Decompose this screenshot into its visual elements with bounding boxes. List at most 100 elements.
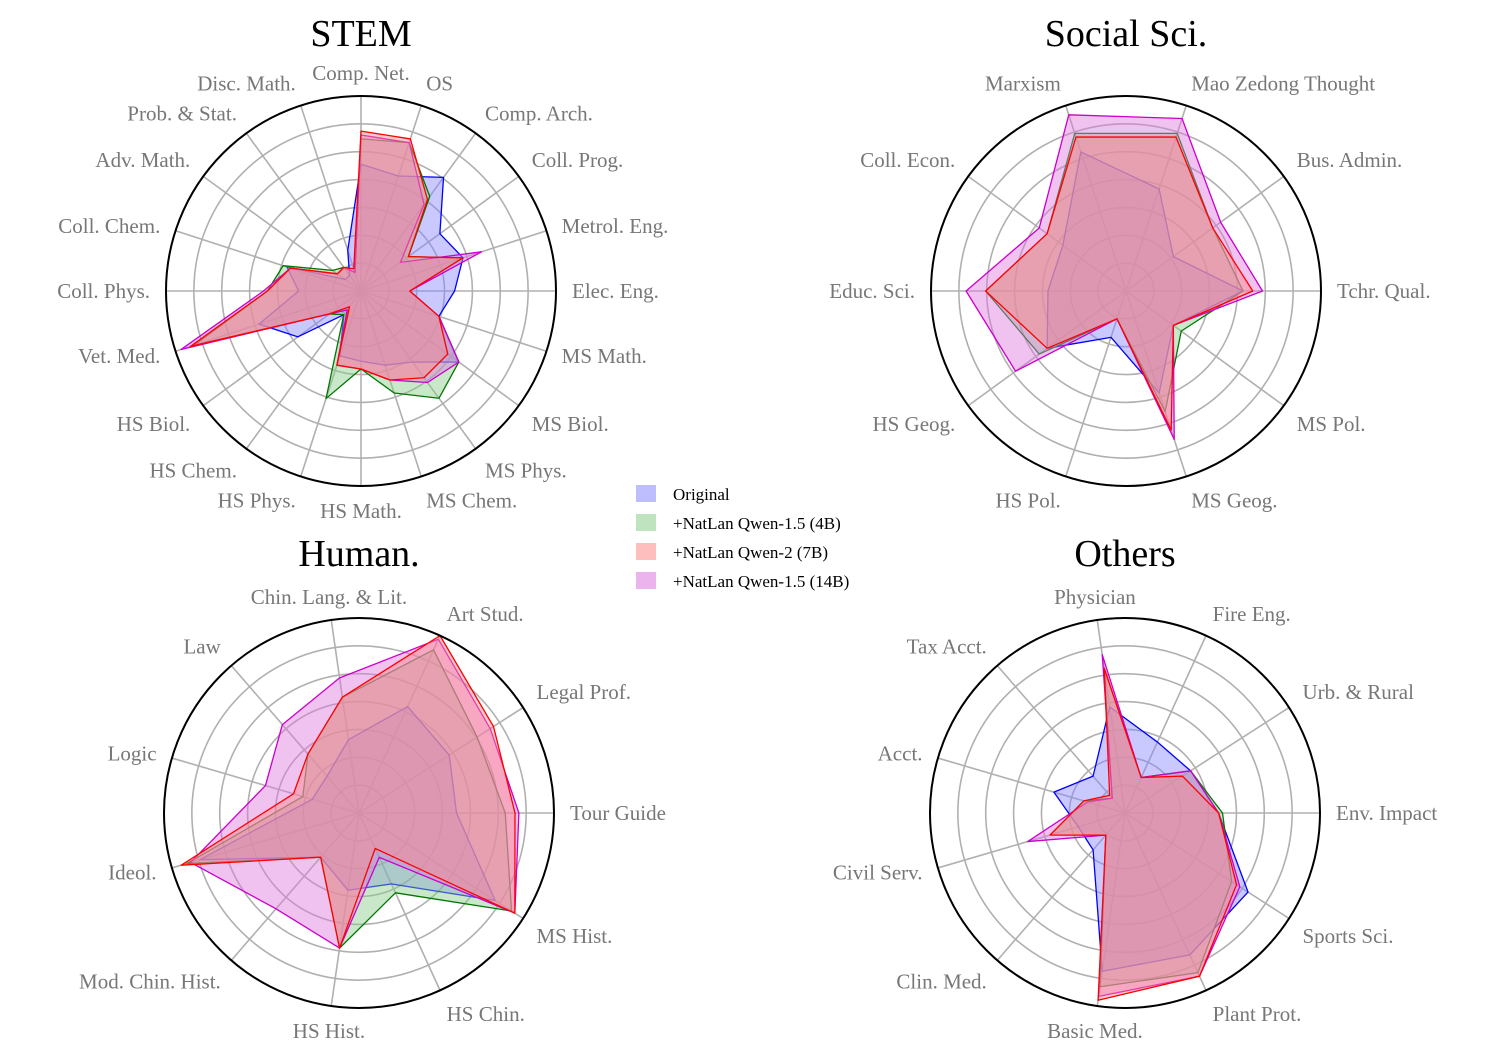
grid-spoke <box>202 175 362 292</box>
axis-label-fire-eng: Fire Eng. <box>1213 602 1291 626</box>
axis-label-metrol-eng: Metrol. Eng. <box>562 214 669 238</box>
axis-label-mao-zedong-thought: Mao Zedong Thought <box>1191 71 1375 95</box>
grid-spoke <box>360 290 547 353</box>
axis-label-art-stud: Art Stud. <box>447 602 524 626</box>
panel-title: STEM <box>310 13 411 55</box>
legend-swatch-natlan-qwen-1-5-4b <box>636 514 656 531</box>
axis-label-ms-phys: MS Phys. <box>485 459 567 483</box>
axis-label-hs-geog: HS Geog. <box>872 412 955 436</box>
grid-spoke <box>360 132 477 292</box>
axis-label-tchr-qual: Tchr. Qual. <box>1337 279 1431 303</box>
axis-label-urb-rural: Urb. & Rural <box>1303 680 1415 704</box>
legend-label-natlan-qwen-2-7b: +NatLan Qwen-2 (7B) <box>673 543 828 562</box>
grid-spoke <box>937 812 1126 869</box>
radar-panel-social-sci: Tchr. Qual. Bus. Admin. Mao Zedong Thought… <box>829 13 1430 513</box>
grid-spoke <box>358 812 441 991</box>
grid-spoke <box>1125 175 1285 292</box>
axis-label-sports-sci: Sports Sci. <box>1303 924 1394 948</box>
panel-title: Others <box>1074 533 1175 575</box>
axis-label-adv-math: Adv. Math. <box>95 148 190 172</box>
axis-label-tax-acct: Tax Acct. <box>907 635 987 659</box>
grid-spoke <box>1124 706 1290 814</box>
series-area-natlan-qwen-1-5-14b <box>189 638 520 949</box>
grid-spoke <box>1124 635 1207 814</box>
grid-spoke <box>1096 812 1126 1007</box>
grid-spoke <box>996 665 1126 814</box>
radar-panels: Elec. Eng. Metrol. Eng. Coll. Prog. Comp. A… <box>57 13 1437 1043</box>
axis-label-educ-sci: Educ. Sci. <box>829 279 915 303</box>
axis-label-disc-math: Disc. Math. <box>197 71 296 95</box>
grid-spoke <box>330 619 360 814</box>
series-area-natlan-qwen-2-7b <box>984 136 1254 431</box>
axis-label-physician: Physician <box>1054 585 1136 609</box>
axis-label-plant-prot: Plant Prot. <box>1213 1002 1302 1026</box>
grid-spoke <box>1124 812 1290 920</box>
grid-spoke <box>360 290 477 450</box>
radar-frame <box>165 95 557 487</box>
grid-spoke <box>1125 105 1188 292</box>
axis-label-ideol: Ideol. <box>108 860 156 884</box>
axis-label-ms-biol: MS Biol. <box>532 412 609 436</box>
series-area-natlan-qwen-2-7b <box>1049 667 1238 1001</box>
grid-spoke <box>358 635 441 814</box>
radar-panel-human: Tour Guide Legal Prof. Art Stud. Chin. Lang… <box>79 533 666 1043</box>
grid-spoke <box>299 105 362 292</box>
series-area-natlan-qwen-1-5-14b <box>965 114 1264 441</box>
grid-spoke <box>1096 619 1126 814</box>
axis-label-coll-phys: Coll. Phys. <box>57 279 150 303</box>
axis-label-vet-med: Vet. Med. <box>78 344 160 368</box>
axis-label-chin-lang-lit: Chin. Lang. & Lit. <box>251 585 407 609</box>
panel-title: Human. <box>298 533 419 575</box>
grid-spoke <box>202 290 362 407</box>
grid-spoke <box>245 290 362 450</box>
axis-label-hs-biol: HS Biol. <box>117 412 191 436</box>
axis-label-hs-math: HS Math. <box>320 499 402 523</box>
series-area-natlan-qwen-2-7b <box>180 634 516 949</box>
series-area-original <box>199 705 496 902</box>
grid-spoke <box>996 812 1126 961</box>
chart-legend: Original +NatLan Qwen-1.5 (4B) +NatLan Qwe… <box>636 485 849 591</box>
legend-swatch-original <box>636 485 656 502</box>
series-area-natlan-qwen-2-7b <box>189 130 464 381</box>
axis-label-mod-chin-hist: Mod. Chin. Hist. <box>79 969 221 993</box>
axis-label-basic-med: Basic Med. <box>1047 1019 1143 1043</box>
grid-spoke <box>1064 105 1127 292</box>
grid-spoke <box>358 706 524 814</box>
axis-label-hs-hist: HS Hist. <box>293 1019 365 1043</box>
axis-label-logic: Logic <box>108 742 157 766</box>
axis-label-clin-med: Clin. Med. <box>896 969 986 993</box>
axis-label-comp-net: Comp. Net. <box>312 61 409 85</box>
grid-spoke <box>175 229 362 292</box>
axis-label-hs-chem: HS Chem. <box>149 459 237 483</box>
axis-label-bus-admin: Bus. Admin. <box>1297 148 1403 172</box>
axis-label-env-impact: Env. Impact <box>1336 801 1437 825</box>
grid-spoke <box>299 290 362 477</box>
axis-label-comp-arch: Comp. Arch. <box>485 101 593 125</box>
grid-spoke <box>360 290 423 477</box>
axis-label-law: Law <box>183 635 221 659</box>
axis-label-civil-serv: Civil Serv. <box>833 860 923 884</box>
axis-label-ms-pol: MS Pol. <box>1297 412 1366 436</box>
axis-label-ms-hist: MS Hist. <box>537 924 613 948</box>
grid-spoke <box>360 105 423 292</box>
grid-spoke <box>360 290 520 407</box>
grid-spoke <box>1124 812 1207 991</box>
axis-label-coll-econ: Coll. Econ. <box>860 148 955 172</box>
axis-label-marxism: Marxism <box>985 71 1061 95</box>
axis-label-prob-stat: Prob. & Stat. <box>127 101 237 125</box>
series-area-original <box>1046 151 1244 394</box>
axis-label-coll-chem: Coll. Chem. <box>58 214 160 238</box>
grid-spoke <box>171 812 360 869</box>
radar-panel-stem: Elec. Eng. Metrol. Eng. Coll. Prog. Comp. A… <box>57 13 668 523</box>
grid-spoke <box>330 812 360 1007</box>
axis-label-hs-pol: HS Pol. <box>995 489 1060 513</box>
axis-label-tour-guide: Tour Guide <box>570 801 666 825</box>
radar-frame <box>163 617 555 1009</box>
grid-spoke <box>1125 290 1285 407</box>
panel-title: Social Sci. <box>1045 13 1208 55</box>
legend-swatch-natlan-qwen-2-7b <box>636 543 656 560</box>
grid-spoke <box>1125 290 1188 477</box>
grid-spoke <box>360 229 547 292</box>
radar-frame <box>930 95 1322 487</box>
